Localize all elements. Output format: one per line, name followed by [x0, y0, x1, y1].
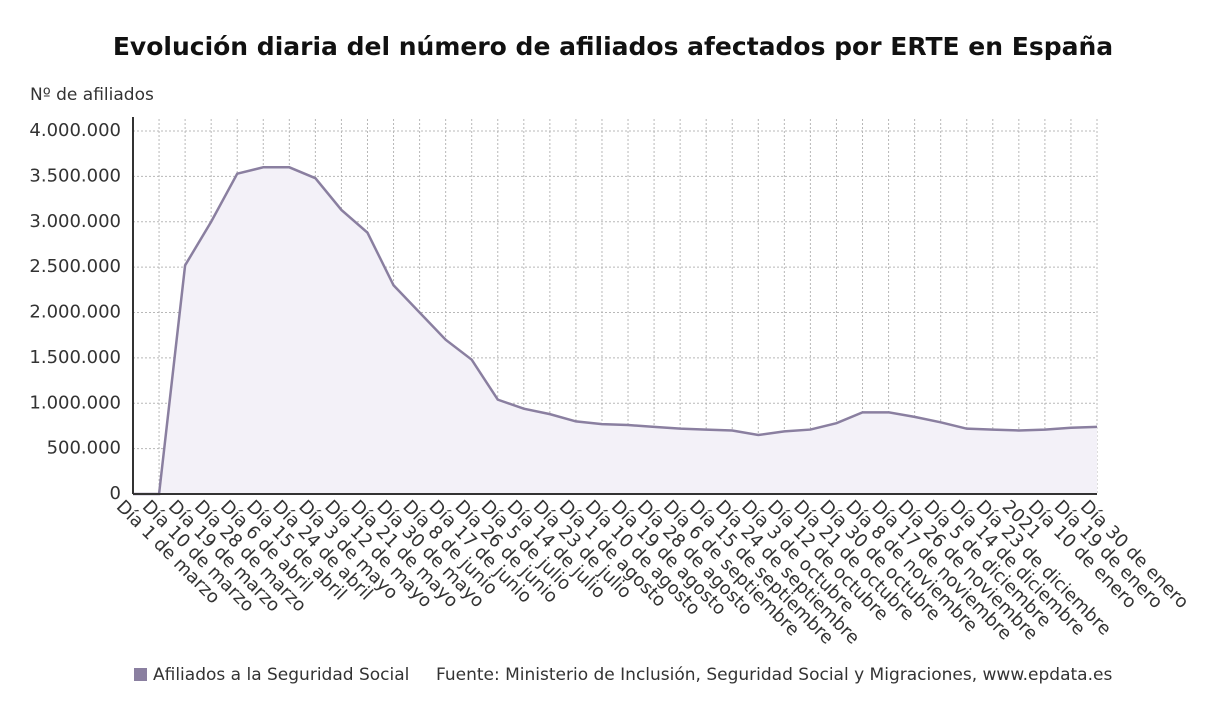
y-tick-label: 4.000.000: [29, 120, 121, 141]
y-tick-label: 3.000.000: [29, 211, 121, 232]
y-tick-label: 3.500.000: [29, 165, 121, 186]
source: Fuente: Ministerio de Inclusión, Segurid…: [436, 665, 1112, 685]
y-tick-label: 1.500.000: [29, 347, 121, 368]
y-tick-label: 2.000.000: [29, 302, 121, 323]
legend-swatch: [134, 668, 147, 681]
y-tick-label: 2.500.000: [29, 256, 121, 277]
y-tick-label: 500.000: [47, 438, 121, 459]
area: [133, 167, 1097, 495]
y-axis-label: Nº de afiliados: [30, 85, 154, 105]
chart-title: Evolución diaria del número de afiliados…: [113, 32, 1113, 61]
line: [133, 166, 1098, 496]
legend-label: Afiliados a la Seguridad Social: [153, 665, 409, 685]
y-tick-label: 0: [110, 483, 121, 504]
y-tick-label: 1.000.000: [29, 392, 121, 413]
